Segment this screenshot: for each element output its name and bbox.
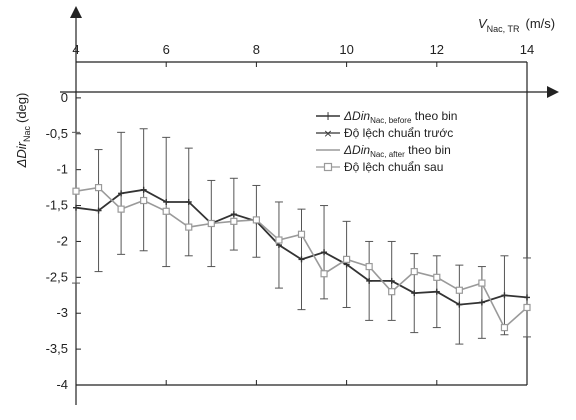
legend-label-before-main: ΔDin <box>343 109 370 123</box>
y-tick-label: -2 <box>56 233 68 248</box>
x-tick-label: 8 <box>253 42 260 57</box>
legend-marker-std-before: × <box>323 127 332 140</box>
plot-frame <box>60 6 559 405</box>
data-point <box>185 198 192 205</box>
legend-label-after-main: ΔDin <box>343 143 370 157</box>
y-tick-label: -1,5 <box>46 198 68 213</box>
data-point <box>388 277 395 284</box>
data-point <box>207 219 215 228</box>
legend-label-before: ΔDinNac, before theo bin <box>343 109 457 125</box>
data-point <box>95 207 102 214</box>
data-point <box>275 236 283 244</box>
data-point <box>456 301 463 308</box>
legend-label-std-after: Độ lệch chuẩn sau <box>344 160 443 174</box>
legend-label-std-before: Độ lệch chuẩn trước <box>344 126 453 140</box>
ticks <box>75 62 528 386</box>
data-point <box>478 279 486 287</box>
series-after <box>72 184 531 332</box>
x-axis-title: VNac, TR (m/s) <box>478 16 555 34</box>
data-point <box>230 217 238 225</box>
data-point <box>230 211 237 218</box>
legend-label-after-rest: theo bin <box>405 143 451 157</box>
y-tick-label: -1 <box>56 162 68 177</box>
data-point <box>321 249 328 256</box>
y-tick-label: -3,5 <box>46 341 68 356</box>
y-tick-label: -3 <box>56 305 68 320</box>
x-axis-title-main: V <box>478 16 488 31</box>
x-tick-label: 10 <box>339 42 353 57</box>
y-axis-title: ΔDirNac (deg) <box>14 93 32 169</box>
y-axis-title-main: ΔDir <box>14 141 29 168</box>
data-point <box>455 286 463 294</box>
legend-label-before-sub: Nac, before <box>370 116 412 125</box>
data-point <box>524 294 530 301</box>
y-tick-label: -2,5 <box>46 269 68 284</box>
y-axis-title-unit: (deg) <box>14 93 29 123</box>
x-tick-label: 4 <box>72 42 79 57</box>
data-point <box>388 288 396 296</box>
data-point <box>94 184 103 192</box>
data-point <box>501 292 508 299</box>
x-tick-label: 6 <box>163 42 170 57</box>
data-point <box>411 290 418 297</box>
x-tick-label: 12 <box>430 42 444 57</box>
x-tick-label: 14 <box>520 42 534 57</box>
data-point <box>163 198 170 205</box>
legend-marker-std-after <box>323 162 333 172</box>
data-point <box>162 207 170 215</box>
data-point <box>433 273 441 281</box>
data-point <box>297 230 306 238</box>
legend-label-before-rest: theo bin <box>411 109 457 123</box>
data-point <box>478 299 485 306</box>
legend-entry-before: + ΔDinNac, before theo bin <box>316 109 457 125</box>
legend-label-after: ΔDinNac, after theo bin <box>343 143 451 159</box>
data-point <box>73 204 79 211</box>
series-layer <box>72 128 531 345</box>
legend: + ΔDinNac, before theo bin × Độ lệch chu… <box>316 109 457 174</box>
legend-entry-std-after: Độ lệch chuẩn sau <box>316 160 443 174</box>
data-point <box>500 323 509 332</box>
data-point <box>410 267 418 276</box>
data-point <box>343 255 351 263</box>
y-tick-label: -4 <box>56 377 68 392</box>
data-point <box>117 205 125 213</box>
y-axis-title-sub: Nac <box>22 126 32 143</box>
data-point <box>365 262 373 271</box>
data-point <box>118 190 125 197</box>
legend-label-after-sub: Nac, after <box>370 150 405 159</box>
y-tick-label: -0,5 <box>46 126 68 141</box>
data-point <box>140 196 148 205</box>
data-point <box>252 216 260 224</box>
data-point <box>140 186 147 193</box>
legend-marker-before: + <box>323 109 333 123</box>
data-point <box>298 256 305 263</box>
y-tick-label: 0 <box>61 90 68 105</box>
series-before <box>73 186 530 308</box>
axis-titles: ΔDirNac (deg) VNac, TR (m/s) <box>14 16 555 168</box>
legend-entry-std-before: × Độ lệch chuẩn trước <box>316 126 453 140</box>
data-point <box>523 303 531 312</box>
legend-entry-after: ΔDinNac, after theo bin <box>316 143 451 159</box>
x-axis-title-unit: (m/s) <box>526 16 556 31</box>
data-point <box>320 270 328 278</box>
data-point <box>185 223 193 231</box>
tick-labels: 4 6 8 10 12 14 0 -0,5 -1 -1,5 -2 -2,5 -3 -3,5 -4 <box>46 42 535 392</box>
data-point <box>366 277 373 284</box>
data-point <box>72 187 80 195</box>
data-point <box>433 288 440 295</box>
x-axis-title-sub: Nac, TR <box>487 24 520 34</box>
